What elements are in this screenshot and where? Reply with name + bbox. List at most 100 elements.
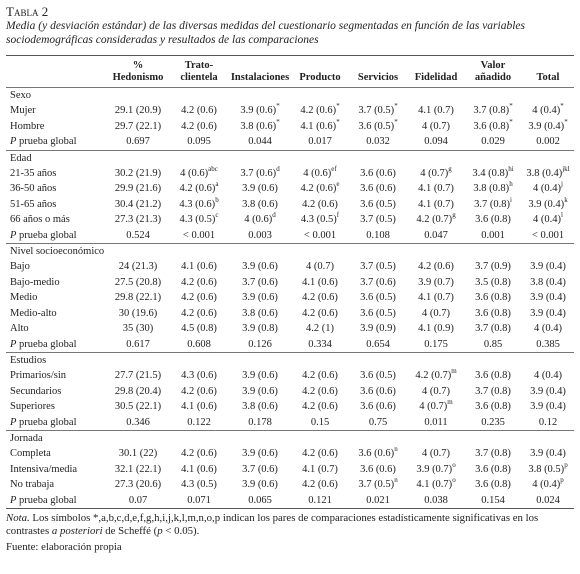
cell-value: 30.2 (21.9) [114, 168, 162, 180]
cell: 3.7 (0.6) [348, 275, 408, 290]
significance-mark: m [447, 398, 453, 407]
cell-value: < 0.001 [182, 229, 216, 241]
cell: 3.9 (0.6) [228, 181, 292, 196]
note-text: a posteriori [51, 524, 103, 537]
data-row: 21-35 años 30.2 (21.9) 4 (0.6)abc 3.7 (0.6)… [6, 166, 574, 181]
cell: 4.3 (0.6) [170, 368, 228, 383]
cell: 4.2 (0.6) [170, 306, 228, 321]
cell: 27.5 (20.8) [106, 275, 170, 290]
cell-value: 4.1 (0.6) [302, 276, 338, 288]
cell: 4.1 (0.7)o [408, 477, 464, 492]
cell-value: 4 (0.4) [532, 479, 561, 491]
cell: 0.15 [292, 415, 348, 431]
cell-value: 4.3 (0.5) [181, 479, 217, 491]
table-label: Tabla 2 [6, 4, 49, 19]
cell-value: 0.334 [308, 338, 332, 350]
document: Tabla 2 Media (y desviación estándar) de… [6, 4, 574, 553]
cell: 3.9 (0.6) [228, 259, 292, 274]
cell-value: 4.2 (0.6) [302, 385, 338, 397]
cell: 3.7 (0.6) [228, 275, 292, 290]
significance-mark: h [509, 180, 513, 189]
cell: 3.6 (0.8) [464, 306, 522, 321]
cell: 4 (0.7) [408, 384, 464, 399]
cell: 3.6 (0.5) [348, 368, 408, 383]
note-text: < 0.05). [162, 524, 200, 537]
cell-value: 3.6 (0.6) [360, 463, 396, 475]
cell: 0.094 [408, 134, 464, 150]
cell-value: 3.8 (0.6) [242, 198, 278, 210]
cell: 3.7 (0.6)d [228, 166, 292, 181]
cell: 30 (19.6) [106, 306, 170, 321]
table-note: Nota. Los símbolos *,a,b,c,d,e,f,g,h,i,j… [6, 512, 574, 538]
cell: 3.9 (0.4) [522, 399, 574, 414]
significance-mark: i [509, 195, 512, 204]
global-test-row: P prueba global 0.524 < 0.001 0.003 < 0.001 0… [6, 228, 574, 244]
significance-mark: l [561, 211, 563, 220]
cell: 3.6 (0.6) [348, 399, 408, 414]
cell-value: 3.9 (0.4) [530, 307, 566, 319]
cell: 3.9 (0.4) [522, 446, 574, 461]
row-label: P prueba global [6, 337, 106, 353]
cell: 3.6 (0.6) [348, 166, 408, 181]
cell: 3.6 (0.8) [464, 368, 522, 383]
cell: 3.8 (0.6) [228, 197, 292, 212]
cell-value: 0.094 [424, 136, 448, 148]
cell-value: 3.8 (0.4) [530, 276, 566, 288]
row-label-italic: P [10, 136, 17, 148]
cell: 0.003 [228, 228, 292, 244]
row-label-text: prueba global [19, 338, 77, 350]
cell: 0.001 [464, 228, 522, 244]
cell: 3.7 (0.5) [348, 212, 408, 227]
cell-value: 4.1 (0.6) [300, 120, 337, 132]
cell-value: 4 (0.7) [306, 261, 334, 273]
cell: 29.9 (21.6) [106, 181, 170, 196]
cell: 4 (0.7)g [408, 166, 464, 181]
cell: 4.2 (0.6)* [292, 103, 348, 118]
column-header: Producto [299, 72, 341, 83]
cell-value: 3.9 (0.6) [242, 183, 278, 195]
cell-value: 30.4 (21.2) [114, 198, 162, 210]
cell: 27.7 (21.5) [106, 368, 170, 383]
cell: 3.7 (0.9) [464, 259, 522, 274]
global-test-row: P prueba global 0.697 0.095 0.044 0.017 0.032… [6, 134, 574, 150]
cell-value: 0.15 [310, 416, 330, 428]
cell: < 0.001 [170, 228, 228, 244]
cell-value: 3.7 (0.5) [358, 479, 395, 491]
cell-value: 3.7 (0.8) [475, 385, 511, 397]
significance-mark: * [564, 117, 568, 126]
cell-value: 3.6 (0.8) [475, 401, 511, 413]
cell: 3.6 (0.8) [464, 399, 522, 414]
cell: 0.122 [170, 415, 228, 431]
cell: < 0.001 [522, 228, 574, 244]
cell: 3.6 (0.8)* [464, 117, 522, 134]
cell: 32.1 (22.1) [106, 462, 170, 477]
cell: 3.9 (0.4)k [522, 196, 574, 212]
cell: 4.1 (0.6) [292, 275, 348, 290]
cell: 3.6 (0.6) [348, 181, 408, 196]
cell: 4.1 (0.6) [170, 399, 228, 414]
cell-value: 0.044 [248, 136, 272, 148]
table-caption: Media (y desviación estándar) de las div… [6, 20, 526, 46]
cell-value: 3.7 (0.8) [474, 198, 510, 210]
cell: 3.9 (0.7) [408, 275, 464, 290]
cell: 4.2 (0.6) [292, 446, 348, 461]
cell: 4 (0.4)* [522, 103, 574, 118]
cell: 4.2 (0.6) [292, 306, 348, 321]
data-row: Bajo-medio 27.5 (20.8) 4.2 (0.6) 3.7 (0.6) 4… [6, 275, 574, 290]
data-row: Alto 35 (30) 4.5 (0.8) 3.9 (0.8) 4.2 (1) 3.9 … [6, 321, 574, 336]
cell-value: 3.7 (0.5) [360, 261, 396, 273]
cell-value: 27.3 (21.3) [114, 214, 162, 226]
cell: 3.7 (0.8) [464, 446, 522, 461]
cell-value: 4.2 (0.6) [181, 448, 217, 460]
cell-value: 3.9 (0.7) [416, 463, 453, 475]
cell-value: 3.4 (0.8) [472, 168, 509, 180]
significance-mark: * [509, 117, 513, 126]
cell-value: 3.9 (0.6) [240, 105, 277, 117]
cell-value: 0.017 [308, 136, 332, 148]
row-label: Bajo-medio [10, 276, 60, 288]
cell: 4.2 (0.6) [170, 384, 228, 399]
cell-value: 4.2 (0.7) [416, 214, 453, 226]
significance-mark: abc [208, 165, 218, 174]
cell-value: 4.1 (0.7) [416, 479, 453, 491]
